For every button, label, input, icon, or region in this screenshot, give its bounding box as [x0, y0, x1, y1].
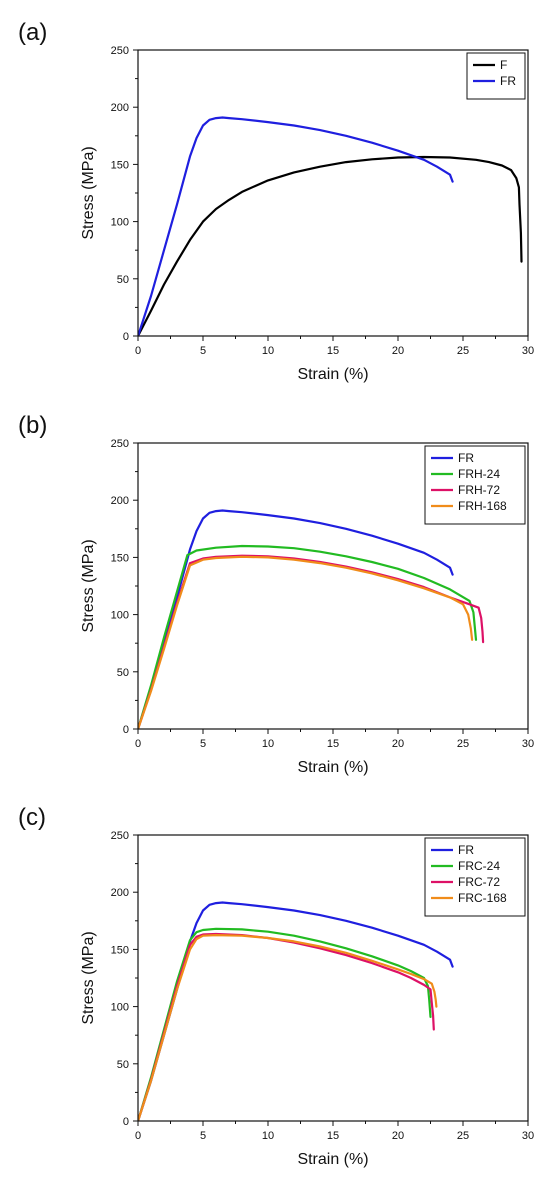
x-tick-label: 25	[457, 738, 469, 750]
x-tick-label: 15	[327, 1130, 339, 1142]
y-axis-title: Stress (MPa)	[80, 931, 97, 1024]
x-axis-title: Strain (%)	[297, 366, 368, 383]
panel-label: (a)	[18, 19, 47, 46]
y-tick-label: 50	[117, 667, 129, 679]
x-tick-label: 10	[262, 738, 274, 750]
x-tick-label: 5	[200, 345, 206, 357]
legend-label: FRC-168	[458, 891, 507, 905]
legend: FR FRC-24 FRC-72 FRC-168	[424, 837, 526, 917]
x-tick-label: 25	[457, 1130, 469, 1142]
legend-label: FRC-72	[458, 875, 500, 889]
chart-panel-1: (a) 0 5 10 15 20 25 30 0 50 100 150 200 250 Strain (%)…	[18, 19, 534, 383]
legend-label: FR	[458, 451, 474, 465]
legend-label: FRC-24	[458, 859, 500, 873]
x-axis-title: Strain (%)	[297, 759, 368, 776]
x-tick-label: 20	[392, 345, 404, 357]
x-tick-label: 10	[262, 345, 274, 357]
x-tick-label: 20	[392, 738, 404, 750]
series-line-fr	[138, 116, 454, 336]
y-tick-label: 150	[111, 944, 129, 956]
series-line-f	[138, 155, 523, 336]
y-tick-label: 250	[111, 438, 129, 450]
y-axis-title: Stress (MPa)	[80, 539, 97, 632]
x-axis-title: Strain (%)	[297, 1151, 368, 1168]
y-tick-label: 150	[111, 159, 129, 171]
panel-label: (b)	[18, 412, 47, 439]
y-tick-label: 200	[111, 102, 129, 114]
y-tick-label: 50	[117, 274, 129, 286]
x-tick-label: 5	[200, 1130, 206, 1142]
x-tick-label: 5	[200, 738, 206, 750]
legend-label: FRH-168	[458, 499, 507, 513]
x-tick-label: 25	[457, 345, 469, 357]
panel-label: (c)	[18, 804, 46, 831]
y-axis-title: Stress (MPa)	[80, 146, 97, 239]
legend-label: FRH-24	[458, 467, 500, 481]
y-tick-label: 0	[123, 331, 129, 343]
legend-label: FRH-72	[458, 483, 500, 497]
x-tick-label: 30	[522, 1130, 534, 1142]
y-tick-label: 100	[111, 1002, 129, 1014]
x-tick-label: 30	[522, 345, 534, 357]
y-tick-label: 100	[111, 217, 129, 229]
chart-panel-3: (c) 0 5 10 15 20 25 30 0 50 100 150 200 250 Strain (%)…	[18, 804, 534, 1168]
chart-panel-2: (b) 0 5 10 15 20 25 30 0 50 100 150 200 250 Strain (%)…	[18, 412, 534, 776]
y-tick-label: 100	[111, 610, 129, 622]
x-tick-label: 20	[392, 1130, 404, 1142]
y-tick-label: 0	[123, 724, 129, 736]
series-line-frc-24	[138, 927, 432, 1121]
series-line-frh-24	[138, 544, 478, 729]
y-tick-label: 250	[111, 830, 129, 842]
series-line-frh-168	[138, 555, 474, 729]
x-tick-label: 0	[135, 345, 141, 357]
y-tick-label: 50	[117, 1059, 129, 1071]
x-tick-label: 0	[135, 738, 141, 750]
legend: F FR	[466, 52, 526, 100]
y-tick-label: 150	[111, 552, 129, 564]
y-tick-label: 250	[111, 45, 129, 57]
series-line-frc-168	[138, 933, 438, 1121]
x-tick-label: 15	[327, 738, 339, 750]
x-tick-label: 15	[327, 345, 339, 357]
legend-label: FR	[500, 74, 516, 88]
legend: FR FRH-24 FRH-72 FRH-168	[424, 445, 526, 525]
x-tick-label: 10	[262, 1130, 274, 1142]
x-tick-label: 30	[522, 738, 534, 750]
y-tick-label: 200	[111, 495, 129, 507]
legend-label: F	[500, 58, 507, 72]
x-tick-label: 0	[135, 1130, 141, 1142]
series-line-fr	[138, 509, 454, 729]
legend-box	[466, 52, 526, 100]
y-tick-label: 200	[111, 887, 129, 899]
legend-label: FR	[458, 843, 474, 857]
y-tick-label: 0	[123, 1116, 129, 1128]
